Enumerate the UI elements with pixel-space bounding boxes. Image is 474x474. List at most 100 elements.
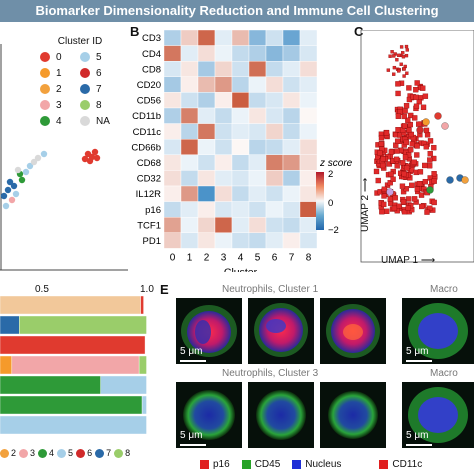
zscore-tick: −2: [328, 225, 339, 236]
heatmap-cell: [197, 201, 216, 218]
scale-bar-1: [180, 360, 206, 362]
panel-c-umap-scatter: [360, 30, 474, 263]
umap-point: [431, 144, 437, 151]
heatmap-cell: [248, 107, 267, 124]
scale-bar-3: [406, 360, 432, 362]
heatmap-cell: [163, 201, 182, 218]
heatmap-cell: [180, 232, 199, 249]
umap-point: [431, 171, 437, 177]
heatmap-cell: [282, 185, 301, 202]
heatmap-cell: [299, 201, 318, 218]
heatmap-cell: [163, 29, 182, 46]
umap-point: [30, 158, 38, 166]
micro-legend-swatch: [200, 459, 209, 469]
legend-item-NA: NA: [80, 113, 120, 129]
heatmap-row-label: CD66b: [131, 142, 161, 153]
umap-point: [2, 202, 10, 210]
heatmap-cell: [248, 29, 267, 46]
umap-point: [395, 90, 401, 97]
row2-right-title: Macro: [430, 368, 458, 379]
umap-point: [416, 121, 422, 127]
heatmap-cell: [231, 92, 250, 109]
heatmap-cell: [248, 61, 267, 78]
heatmap-cell: [214, 170, 233, 187]
heatmap-cell: [265, 154, 284, 171]
umap-point: [380, 156, 386, 162]
heatmap-cell: [197, 76, 216, 93]
heatmap-cell: [265, 92, 284, 109]
heatmap-cell: [248, 45, 267, 62]
bar-legend-item: 3: [19, 445, 35, 461]
heatmap-cell: [163, 61, 182, 78]
umap-point: [404, 44, 409, 49]
umap-point: [386, 161, 393, 167]
umap-point: [378, 135, 385, 141]
scale-label-2: 5 μm: [180, 430, 203, 441]
heatmap-col-label: 1: [187, 252, 193, 263]
umap-point: [441, 122, 449, 130]
bar-legend-label: 3: [30, 448, 36, 458]
heatmap-cell: [231, 216, 250, 233]
heatmap-cell: [180, 170, 199, 187]
heatmap-cell: [197, 232, 216, 249]
micro-legend-swatch: [241, 459, 251, 469]
umap-point: [401, 209, 408, 215]
umap-point: [419, 203, 425, 210]
umap-frame: [360, 30, 474, 263]
legend-label: NA: [96, 115, 110, 127]
heatmap-cell: [180, 185, 199, 202]
heatmap-cell: [214, 92, 233, 109]
bar-legend-item: 7: [95, 445, 111, 461]
umap-point: [93, 154, 101, 162]
heatmap-cell: [282, 107, 301, 124]
legend-label: 5: [96, 51, 102, 63]
umap-point: [399, 127, 406, 133]
umap-point: [409, 141, 415, 147]
umap-point: [403, 139, 409, 146]
umap-point: [426, 186, 434, 194]
legend-swatch: [40, 68, 50, 78]
umap-point: [406, 127, 412, 133]
umap-point: [405, 48, 409, 52]
micro-legend-item: Nucleus: [292, 456, 341, 472]
umap-point: [416, 99, 422, 105]
umap-point: [423, 144, 429, 150]
heatmap-row-label: p16: [145, 205, 161, 216]
heatmap-cell: [197, 92, 216, 109]
heatmap-cell: [231, 170, 250, 187]
heatmap-cell: [231, 232, 250, 249]
umap-point: [8, 196, 16, 204]
umap-point: [395, 113, 402, 119]
heatmap-cell: [197, 45, 216, 62]
heatmap-cell: [197, 138, 216, 155]
umap-point: [400, 188, 407, 195]
panel-c-label: C: [354, 24, 364, 39]
heatmap-cell: [180, 92, 199, 109]
umap-point: [420, 85, 426, 91]
micro-legend-swatch: [379, 459, 389, 469]
heatmap-cell: [299, 107, 318, 124]
heatmap-cell: [282, 232, 301, 249]
bar-legend-label: 8: [125, 448, 131, 458]
legend-item-6: 6: [80, 65, 120, 81]
legend-label: 6: [96, 67, 102, 79]
heatmap-row-label: CD11c: [133, 127, 162, 138]
legend-label: 2: [56, 83, 62, 95]
umap-point: [427, 157, 433, 163]
heatmap-row-label: CD68: [137, 158, 161, 169]
bar-segment: [0, 375, 101, 395]
heatmap-cell: [282, 61, 301, 78]
micro-legend-label: CD11c: [392, 458, 423, 470]
heatmap-cell: [197, 154, 216, 171]
umap-point: [402, 67, 406, 71]
heatmap-cell: [299, 123, 318, 140]
heatmap-cell: [163, 216, 182, 233]
umap-point: [392, 195, 398, 201]
legend-swatch: [80, 68, 90, 78]
zscore-title: z score: [319, 158, 353, 169]
heatmap-cell: [180, 45, 199, 62]
scale-label-4: 5 μm: [406, 430, 429, 441]
umap-point: [427, 205, 433, 211]
panel-a-umap-scatter: [0, 44, 128, 271]
umap-point: [377, 150, 383, 156]
